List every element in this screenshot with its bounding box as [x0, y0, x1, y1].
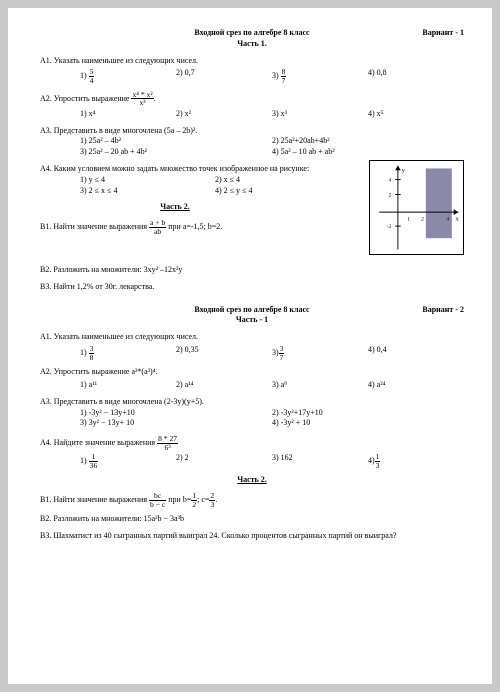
v1-title1: Входной срез по алгебре 8 класс [194, 28, 309, 37]
page: Входной срез по алгебре 8 класс Часть 1.… [8, 8, 492, 684]
v2-a2-prompt: А2. Упростить выражение a²*(a³)⁴. [40, 367, 464, 378]
svg-text:2: 2 [389, 192, 392, 198]
v2-a1-options: 1) 38 2) 0,35 3)37 4) 0,4 [80, 345, 464, 361]
v2-b3: В3. Шахматист из 40 сыгранных партий выи… [40, 531, 464, 542]
v1-a4-prompt: А4. Каким условием можно задать множеств… [40, 164, 310, 175]
v1-graph: y x 4 2 -2 1 2 4 [369, 160, 464, 255]
v2-a2-options: 1) a¹¹ 2) a¹⁴ 3) a⁹ 4) a²⁴ [80, 380, 464, 391]
v2-b1: В1. Найти значение выражения bcb − c при… [40, 492, 464, 508]
svg-text:4: 4 [389, 177, 392, 183]
v1-a2-prompt: А2. Упростить выражение x⁴ * x²x³. [40, 91, 464, 107]
v1-a3-row1: 1) 25a² – 4b² 2) 25a²+20ab+4b² [80, 136, 464, 147]
v2-title1: Входной срез по алгебре 8 класс [194, 305, 309, 314]
v1-a1-prompt: А1. Указать наименьшее из следующих чисе… [40, 56, 464, 67]
v2-a1-prompt: А1. Указать наименьшее из следующих чисе… [40, 332, 464, 343]
v2-a3-row2: 3) 3y² − 13y+ 10 4) -3y² + 10 [80, 418, 464, 429]
v2-a4-options: 1) 136 2) 2 3) 162 4)13 [80, 453, 464, 469]
v2-title2: Часть - 1 [236, 315, 268, 324]
v1-part2-title: Часть 2. [40, 202, 310, 213]
svg-text:x: x [456, 215, 460, 222]
v2-header: Входной срез по алгебре 8 класс Часть - … [40, 305, 464, 327]
v1-a3-prompt: А3. Представить в виде многочлена (5a – … [40, 126, 464, 137]
svg-text:2: 2 [421, 216, 424, 222]
v1-a3-row2: 3) 25a² – 20 ab + 4b² 4) 5a² – 10 ab + a… [80, 147, 464, 158]
svg-text:1: 1 [407, 216, 410, 222]
svg-text:-2: -2 [387, 224, 392, 230]
v1-header: Входной срез по алгебре 8 класс Часть 1.… [40, 28, 464, 50]
v1-b3: В3. Найти 1,2% от 30г. лекарства. [40, 282, 464, 293]
v1-variant: Вариант - 1 [404, 28, 464, 50]
v1-a4-row2: 3) 2 ≤ x ≤ 4 4) 2 ≤ y ≤ 4 [80, 186, 350, 197]
svg-text:y: y [402, 167, 406, 174]
v2-a3-row1: 1) -3y² − 13y+10 2) -3y²+17y+10 [80, 408, 464, 419]
v2-part2-title: Часть 2. [40, 475, 464, 486]
v2-variant: Вариант - 2 [404, 305, 464, 327]
svg-text:4: 4 [446, 216, 449, 222]
v1-b2: В2. Разложить на множители: 3xy² –12x²y [40, 265, 464, 276]
v2-b2: В2. Разложить на множители: 15a²b − 3a³b [40, 514, 464, 525]
v2-a4-prompt: А4. Найдите значение выражения 8 * 276³ [40, 435, 464, 451]
v1-a4-row1: 1) y ≤ 4 2) x ≤ 4 [80, 175, 350, 186]
v1-a2-options: 1) x⁴ 2) x² 3) x³ 4) x⁵ [80, 109, 464, 120]
v2-a3-prompt: А3. Представить в виде многочлена (2-3y)… [40, 397, 464, 408]
v1-title2: Часть 1. [237, 39, 267, 48]
v1-a1-options: 1) 54 2) 0,7 3) 87 4) 0,8 [80, 68, 464, 84]
